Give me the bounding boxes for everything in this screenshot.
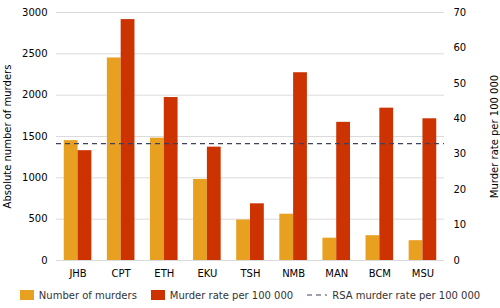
- html-text:Number of murders: Number of murders: [38, 289, 137, 301]
- svg-text:70: 70: [454, 7, 467, 18]
- svg-text:3000: 3000: [22, 7, 47, 18]
- svg-text:CPT: CPT: [112, 268, 132, 279]
- svg-text:2000: 2000: [22, 89, 47, 100]
- html-text:Murder rate per 100 000: Murder rate per 100 000: [169, 289, 294, 301]
- svg-text:1000: 1000: [22, 172, 47, 183]
- svg-text:ETH: ETH: [154, 268, 174, 279]
- svg-text:EKU: EKU: [197, 268, 217, 279]
- svg-text:Absolute number of murders: Absolute number of murders: [2, 65, 13, 209]
- svg-text:30: 30: [454, 148, 467, 159]
- svg-text:0: 0: [454, 255, 460, 266]
- svg-text:20: 20: [454, 184, 467, 195]
- svg-text:500: 500: [28, 213, 47, 224]
- svg-text:NMB: NMB: [282, 268, 305, 279]
- html-text:RSA murder rate per 100 000: RSA murder rate per 100 000: [332, 289, 481, 301]
- svg-text:10: 10: [454, 219, 467, 230]
- svg-text:1500: 1500: [22, 131, 47, 142]
- svg-text:60: 60: [454, 42, 467, 53]
- svg-text:2500: 2500: [22, 48, 47, 59]
- svg-text:MSU: MSU: [412, 268, 434, 279]
- svg-text:50: 50: [454, 78, 467, 89]
- svg-text:JHB: JHB: [68, 268, 86, 279]
- svg-text:40: 40: [454, 113, 467, 124]
- svg-text:MAN: MAN: [325, 268, 348, 279]
- svg-text:Murder rate per 100 000: Murder rate per 100 000: [489, 75, 500, 198]
- svg-text:0: 0: [41, 255, 47, 266]
- svg-text:TSH: TSH: [240, 268, 261, 279]
- svg-text:BCM: BCM: [369, 268, 391, 279]
